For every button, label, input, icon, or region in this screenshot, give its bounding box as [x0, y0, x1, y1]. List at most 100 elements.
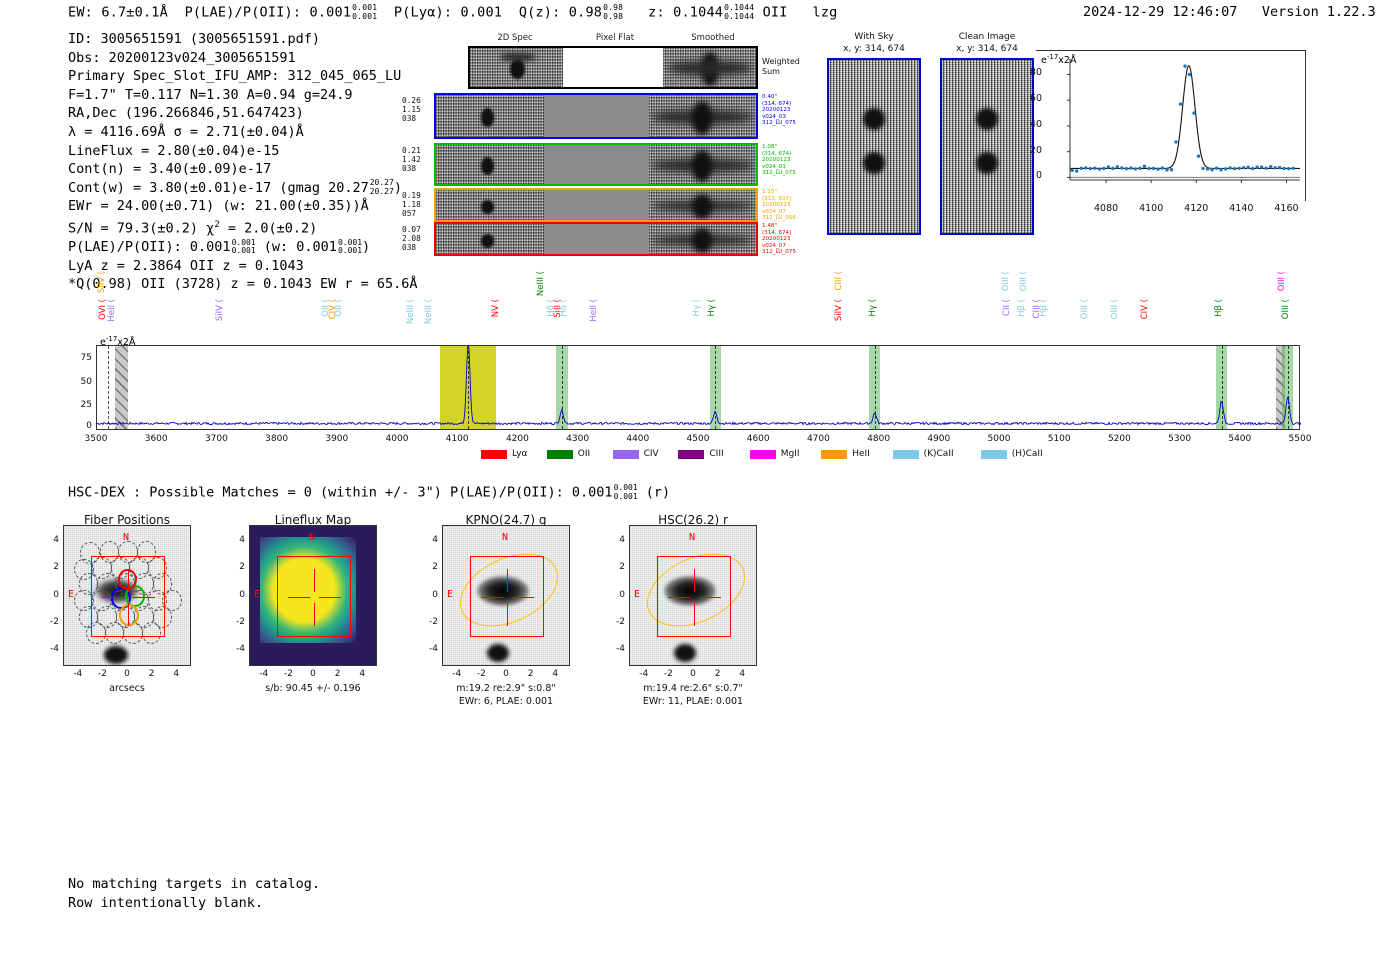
cutout-2-crosshair-bottom	[314, 602, 316, 626]
spectrum-trace	[97, 346, 1301, 426]
cutout-3-caption-1: m:19.2 re:2.9" s:0.8"	[456, 683, 556, 694]
spectrum-line-label: SiIV (	[97, 271, 108, 294]
qz-range: 0.98 0.98	[603, 3, 624, 21]
spec2d-col-title-2dspec: 2D Spec	[497, 33, 533, 43]
spectrum-xtick: 4500	[686, 434, 710, 444]
cutout-4-companion	[674, 644, 696, 662]
cutout-3-xtick: -2	[476, 669, 486, 679]
info-redshifts: LyA z = 2.3864 OII z = 0.1043	[68, 257, 304, 274]
spectrum-line-label: OII (	[333, 299, 344, 317]
cutout-2-crosshair-left	[288, 596, 310, 598]
cutout-1-compass-n: N	[123, 532, 130, 543]
timestamp: 2024-12-29 12:46:07	[1083, 4, 1238, 20]
spec2d-row-1-pixelflat	[544, 95, 649, 137]
cutout-4-crosshair-left	[668, 596, 690, 598]
info-sn-chi2: S/N = 79.3(±0.2) χ2 = 2.0(±0.2)	[68, 219, 318, 237]
spec2d-row-1-smoothed	[649, 95, 756, 137]
fit-curve	[1067, 59, 1300, 183]
spectrum-xtick: 4200	[505, 434, 529, 444]
spectrum-xtick: 3500	[84, 434, 108, 444]
spectrum-line-marker	[874, 346, 876, 429]
spec2d-row-2-smoothed	[649, 145, 756, 184]
fit-ytick: 20	[1029, 144, 1042, 156]
fit-xtick: 4160	[1274, 203, 1299, 214]
gmag-range: 20.27 20.27	[369, 178, 394, 196]
spectrum-masked-region	[115, 346, 129, 429]
cutout-3-ytick: 2	[432, 562, 438, 573]
spec2d-row-3-left-labels: 0.19 1.18 057	[402, 191, 421, 218]
footer-line-2: Row intentionally blank.	[68, 894, 264, 911]
cutout-1-xlabel: arcsecs	[109, 683, 145, 694]
spec2d-row-4-right-labels: 1.48" (314, 674) 20200123 v024_07 312_LU_075	[762, 223, 796, 256]
spectrum-line-label: Hγ (	[707, 299, 718, 317]
cutout-2-xtick: 2	[334, 669, 341, 679]
spectrum-highlight-band	[869, 346, 881, 429]
spectrum-xtick: 4800	[867, 434, 891, 444]
spectrum-legend-label: MgII	[780, 449, 800, 459]
cutout-2-crosshair-top	[314, 568, 316, 592]
spectrum-line-label: OIII (	[1280, 299, 1291, 320]
spectrum-legend-label: CIV	[643, 449, 659, 459]
spec2d-col-title-smoothed: Smoothed	[691, 33, 735, 43]
spec2d-row-4-smoothed	[649, 224, 756, 254]
cutout-3-ytick: -2	[429, 616, 438, 627]
spectrum-xtick: 3700	[204, 434, 228, 444]
cutout-1-xtick: -2	[97, 669, 107, 679]
spectrum-legend-swatch	[749, 450, 776, 459]
cutout-1-aperture-box	[91, 555, 165, 638]
spectrum-line-label: HeII (	[589, 299, 600, 322]
fit-xtick: 4100	[1139, 203, 1164, 214]
cutout-3-crosshair-top	[507, 568, 509, 592]
spectrum-line-label: CII (	[1001, 299, 1012, 316]
cutout-3-title: KPNO(24.7) g	[465, 513, 547, 527]
spectrum-line-label: SiIV (	[215, 299, 225, 322]
spectrum-line-marker	[561, 346, 563, 429]
spectrum-line-label: NV (	[491, 299, 502, 318]
hsc-dex-match-line: HSC-DEX : Possible Matches = 0 (within +…	[68, 483, 671, 501]
spec2d-row-4-left-labels: 0.07 2.08 038	[402, 225, 421, 252]
info-lambda-sigma: λ = 4116.69Å σ = 2.71(±0.04)Å	[68, 123, 304, 140]
spectrum-xtick: 4100	[445, 434, 469, 444]
cutout-3-aperture-box	[470, 555, 544, 638]
spectrum-line-label: NeIII (	[405, 299, 416, 325]
spec2d-row-3-smoothed	[649, 190, 756, 220]
cutout-4-xtick: -2	[663, 669, 673, 679]
cutout-4-crosshair-right	[699, 596, 721, 598]
cutout-3-companion	[487, 644, 509, 662]
cutout-2-ytick: 0	[239, 589, 245, 600]
spectrum-xtick: 4700	[806, 434, 830, 444]
spec2d-weighted-pixelflat	[563, 48, 663, 87]
version-label: Version 1.22.3	[1261, 4, 1376, 20]
spec2d-row-3	[434, 188, 758, 222]
plya-value: 0.001	[460, 4, 503, 21]
spectrum-line-label: Hβ (	[1038, 299, 1049, 317]
spectrum-line-marker	[1287, 346, 1289, 429]
spectrum-line-label: OIII (	[1019, 271, 1030, 292]
spec2d-row-1	[434, 93, 758, 139]
spectrum-ytick: 50	[80, 376, 92, 387]
spectrum-legend-swatch	[612, 450, 639, 459]
spec2d-row-2-pixelflat	[544, 145, 649, 184]
cutout-4-ytick: 2	[619, 562, 625, 573]
spec2d-row-2	[434, 143, 758, 186]
fiber-circle-highlight	[117, 568, 138, 591]
cutout-1-crosshair-top	[128, 568, 130, 592]
cutout-3-xtick: -4	[452, 669, 462, 679]
plae-poii-label: P(LAE)/P(OII):	[184, 4, 302, 21]
thumb-2-title: Clean Image	[958, 32, 1016, 42]
plae-w-range: 0.001 0.001	[337, 237, 363, 256]
spectrum-line-label: Hγ (	[867, 299, 878, 317]
spectrum-line-label: OIII (	[1080, 299, 1091, 320]
cutout-2-title: Lineflux Map	[274, 513, 352, 527]
hscdex-plae-range: 0.001 0.001	[613, 483, 638, 501]
info-q-classification: *Q(0.98) OII (3728) z = 0.1043 EW r = 65…	[68, 276, 418, 293]
cutout-3-compass-n: N	[502, 532, 509, 543]
spectrum-line-label: Hδ (	[559, 299, 570, 317]
thumb-1-caption: With Sky x, y: 314, 674	[824, 32, 924, 55]
spectrum-highlight-band	[440, 346, 496, 429]
spectrum-line-marker	[1221, 346, 1223, 429]
spectrum-xtick: 4600	[746, 434, 770, 444]
spec2d-row-2-right-labels: 1.08" (314, 674) 20200123 v024_01 312_LU_075	[762, 144, 796, 177]
spectrum-line-label: OIII (	[1110, 299, 1121, 320]
